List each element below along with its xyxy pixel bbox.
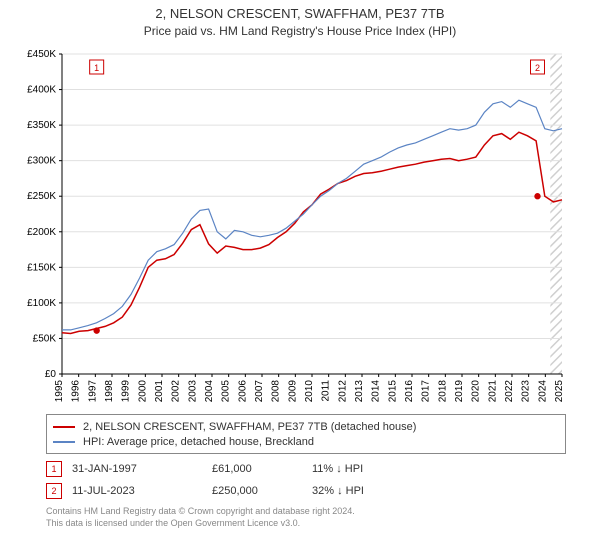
y-tick-label: £300K [27,156,56,167]
x-tick-label: 2021 [487,380,498,403]
x-tick-label: 2016 [404,380,415,403]
x-tick-label: 1996 [71,380,82,403]
x-tick-label: 2008 [271,380,282,403]
title-address: 2, NELSON CRESCENT, SWAFFHAM, PE37 7TB [10,6,590,21]
legend-swatch [53,441,75,443]
x-tick-label: 2013 [354,380,365,403]
txn-point-1 [93,327,99,333]
y-tick-label: £200K [27,227,56,238]
chart-frame: 2, NELSON CRESCENT, SWAFFHAM, PE37 7TB P… [0,0,600,560]
legend-label: HPI: Average price, detached house, Brec… [83,436,314,448]
x-tick-label: 2024 [537,380,548,403]
txn-date: 31-JAN-1997 [72,463,202,475]
line-chart-svg: £0 £50K £100K £150K £200K £250K £300K £350K £400… [20,46,580,408]
y-tick-label: £350K [27,120,56,131]
x-tick-label: 2000 [137,380,148,403]
txn-mark: 2 [46,483,62,499]
txn-point-2 [534,193,540,199]
series-hpi [62,100,562,330]
x-tick-label: 2002 [171,380,182,403]
txn-price: £61,000 [212,463,302,475]
x-tick-label: 2010 [304,380,315,403]
txn-date: 11-JUL-2023 [72,485,202,497]
legend: 2, NELSON CRESCENT, SWAFFHAM, PE37 7TB (… [46,414,566,454]
x-tick-label: 2012 [337,380,348,403]
future-region [550,54,562,374]
x-tick-label: 2018 [437,380,448,403]
x-tick-label: 2025 [554,380,565,403]
x-tick-label: 2003 [187,380,198,403]
legend-label: 2, NELSON CRESCENT, SWAFFHAM, PE37 7TB (… [83,421,416,433]
txn-marker-num-2: 2 [535,63,540,73]
x-tick-label: 2015 [387,380,398,403]
y-tick-label: £450K [27,49,56,60]
x-tick-label: 2009 [287,380,298,403]
title-subhead: Price paid vs. HM Land Registry's House … [10,24,590,38]
y-tick-label: £400K [27,85,56,96]
attribution-line2: This data is licensed under the Open Gov… [46,518,590,530]
attribution: Contains HM Land Registry data © Crown c… [46,506,590,529]
x-tick-label: 2023 [521,380,532,403]
x-tick-label: 2006 [237,380,248,403]
x-tick-label: 2001 [154,380,165,403]
y-tick-label: £150K [27,262,56,273]
legend-row: HPI: Average price, detached house, Brec… [53,434,559,449]
x-tick-label: 1998 [104,380,115,403]
x-tick-label: 2007 [254,380,265,403]
txn-row: 1 31-JAN-1997 £61,000 11% ↓ HPI [46,458,566,480]
y-tick-label: £0 [45,369,57,380]
txn-delta: 32% ↓ HPI [312,485,402,497]
x-tick-label: 1999 [121,380,132,403]
x-tick-label: 1995 [54,380,65,403]
x-tick-label: 2004 [204,380,215,403]
txn-mark: 1 [46,461,62,477]
chart-area: £0 £50K £100K £150K £200K £250K £300K £350K £400… [20,46,580,408]
txn-row: 2 11-JUL-2023 £250,000 32% ↓ HPI [46,480,566,502]
x-tick-label: 2011 [321,380,332,402]
x-tick-label: 2017 [421,380,432,403]
x-tick-label: 1997 [87,380,98,403]
legend-swatch [53,426,75,428]
y-tick-label: £50K [33,333,57,344]
y-tick-label: £250K [27,191,56,202]
txn-price: £250,000 [212,485,302,497]
y-tick-label: £100K [27,298,56,309]
txn-marker-num-1: 1 [94,63,99,73]
transaction-table: 1 31-JAN-1997 £61,000 11% ↓ HPI 2 11-JUL-2023… [46,458,566,502]
x-tick-label: 2014 [371,380,382,403]
attribution-line1: Contains HM Land Registry data © Crown c… [46,506,590,518]
x-tick-label: 2022 [504,380,515,403]
x-tick-label: 2020 [471,380,482,403]
txn-delta: 11% ↓ HPI [312,463,402,475]
x-tick-label: 2005 [221,380,232,403]
legend-row: 2, NELSON CRESCENT, SWAFFHAM, PE37 7TB (… [53,419,559,434]
x-tick-label: 2019 [454,380,465,403]
